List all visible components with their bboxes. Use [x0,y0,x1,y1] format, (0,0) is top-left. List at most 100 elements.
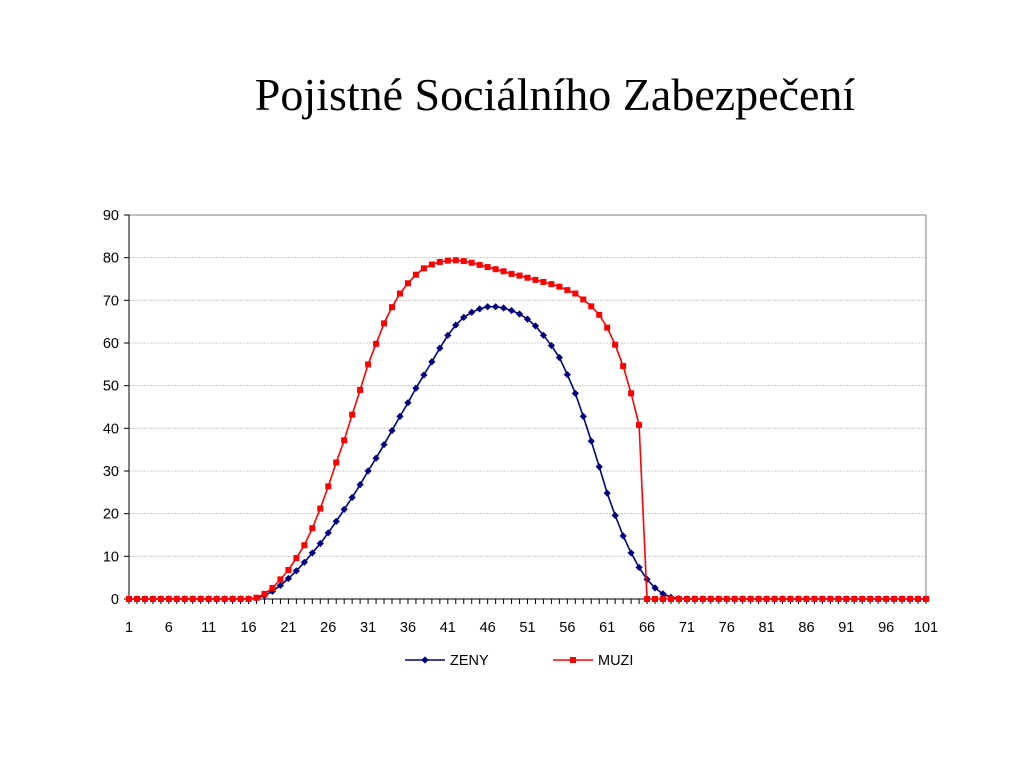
data-point [652,596,659,602]
data-point [133,596,140,602]
data-point [452,321,460,329]
data-point [380,440,388,449]
data-point [381,320,388,327]
data-point [763,596,770,602]
data-point [476,261,483,268]
data-point [365,361,372,368]
data-point [699,596,706,602]
data-point [404,280,411,287]
data-point [141,596,148,602]
data-point [428,358,436,366]
legend-label: MUZI [598,653,633,669]
data-point [349,411,356,418]
data-point [468,308,476,316]
legend-label: ZENY [450,653,489,669]
data-point [619,532,627,540]
data-point [547,341,556,350]
x-tick-label: 26 [320,620,336,636]
x-tick-label: 41 [440,620,456,636]
data-point [531,322,540,330]
data-point [875,596,882,602]
data-point [389,304,396,311]
data-point [373,340,380,347]
data-point [915,596,922,602]
data-point [787,596,794,602]
x-tick-label: 76 [719,620,735,636]
data-point [795,596,802,602]
data-point [811,596,818,602]
data-point [548,281,555,288]
data-point [635,563,643,572]
data-point [436,344,444,352]
data-point [412,384,420,392]
data-point [588,303,595,310]
data-point [277,576,284,583]
y-tick-label: 10 [103,549,119,565]
x-tick-label: 101 [914,620,938,636]
y-tick-label: 50 [103,379,119,395]
data-point [316,539,324,548]
x-tick-label: 71 [679,620,695,636]
data-point [891,596,898,602]
data-point [173,596,180,602]
data-point [604,324,611,331]
data-point [372,454,380,462]
data-point [516,272,523,279]
data-point [659,596,666,602]
y-tick-label: 70 [103,293,119,309]
x-tick-label: 56 [559,620,575,636]
data-point [484,303,492,311]
data-point [333,459,340,466]
legend-item-zeny: ZENY [405,653,489,669]
data-point [404,399,412,407]
data-point [611,511,619,519]
data-point [420,371,428,379]
data-point [292,567,300,575]
series-muzi [126,257,929,602]
x-tick-label: 16 [240,620,256,636]
data-point [643,575,651,583]
data-point [308,549,316,557]
data-point [341,437,348,444]
data-point [651,584,659,592]
data-point [595,463,603,471]
data-point [268,587,277,595]
y-tick-label: 30 [103,464,119,480]
data-point [189,596,196,602]
data-point [205,596,212,602]
data-point [460,258,467,265]
data-point [126,596,132,602]
data-point [540,278,547,285]
data-point [596,311,603,318]
legend-marker [570,657,576,663]
data-point [317,505,324,512]
data-point [644,596,651,602]
data-point [587,437,595,445]
data-point [555,353,563,362]
data-point [507,306,516,315]
data-point [476,305,484,313]
data-point [819,596,826,602]
data-point [843,596,850,602]
data-point [269,584,276,591]
y-tick-label: 20 [103,507,119,523]
x-tick-label: 61 [599,620,615,636]
data-point [245,596,252,602]
x-tick-label: 81 [759,620,775,636]
x-tick-label: 1 [125,620,133,636]
data-point [715,596,722,602]
data-point [309,525,316,532]
data-point [524,274,531,281]
plot-area [129,215,926,599]
data-point [803,596,810,602]
data-point [899,596,906,602]
data-point [563,370,571,379]
data-point [827,596,834,602]
data-point [325,483,332,490]
y-tick-label: 80 [103,251,119,267]
data-point [556,283,563,290]
data-point [436,258,443,265]
data-point [357,386,364,393]
x-tick-label: 96 [878,620,894,636]
